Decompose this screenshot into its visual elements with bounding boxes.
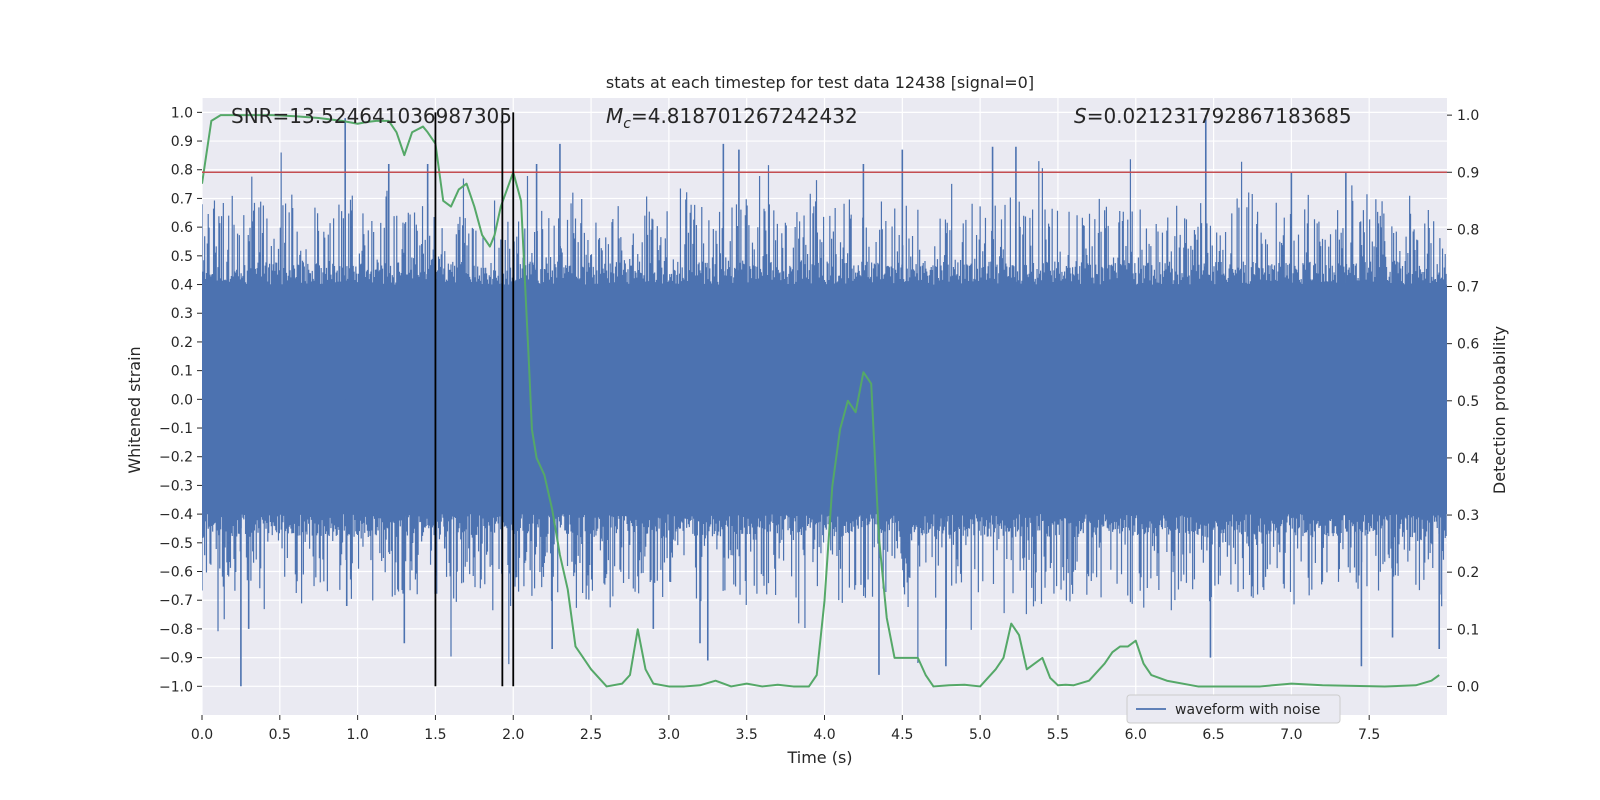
chirp-mass-symbol: M [606, 104, 623, 128]
y-left-tick-label: 0.6 [171, 220, 193, 236]
x-tick-label: 5.0 [969, 727, 991, 743]
y-right-tick-label: 0.9 [1457, 165, 1479, 181]
chart-title: stats at each timestep for test data 124… [606, 73, 1034, 92]
y-right-tick-label: 0.2 [1457, 565, 1479, 581]
x-tick-label: 7.5 [1358, 727, 1380, 743]
y-left-tick-label: 0.3 [171, 306, 193, 322]
legend: waveform with noise [1126, 694, 1341, 724]
vertical-markers [434, 112, 515, 687]
s-value: =0.021231792867183685 [1087, 104, 1352, 128]
y-left-tick-label: 1.0 [171, 105, 193, 121]
probability-series [202, 114, 1440, 688]
legend-box [1126, 694, 1341, 724]
y-left-tick-label: 0.9 [171, 134, 193, 150]
x-tick-label: 0.5 [269, 727, 291, 743]
x-tick-label: 4.5 [891, 727, 913, 743]
y-left-tick-label: 0.7 [171, 191, 193, 207]
y-left-tick-label: −0.8 [159, 622, 193, 638]
snr-statistic-annotation: S=0.021231792867183685 [1074, 104, 1352, 128]
x-tick-label: 6.5 [1202, 727, 1224, 743]
chirp-mass-subscript: c [623, 116, 631, 132]
x-tick-label: 1.0 [346, 727, 368, 743]
y-left-tick-label: −1.0 [159, 679, 193, 695]
x-tick-label: 2.0 [502, 727, 524, 743]
x-tick-label: 6.0 [1125, 727, 1147, 743]
y-axis-left-ticks: 1.0 0.9 0.8 0.7 0.6 0.5 0.4 0.3 0.2 0.1 0.0 −0.1 −0.… [159, 105, 202, 695]
waveform-series [202, 115, 1447, 687]
y-left-tick-label: 0.0 [171, 392, 193, 408]
y-right-tick-label: 0.3 [1457, 508, 1479, 524]
y-right-tick-label: 1.0 [1457, 108, 1479, 124]
x-tick-label: 3.0 [658, 727, 680, 743]
snr-annotation: SNR=13.524641036987305 [231, 104, 512, 128]
x-tick-label: 2.5 [580, 727, 602, 743]
x-tick-label: 0.0 [191, 727, 213, 743]
y-right-tick-label: 0.6 [1457, 337, 1479, 353]
x-tick-label: 1.5 [424, 727, 446, 743]
chirp-mass-annotation: Mc=4.818701267242432 [606, 104, 858, 132]
x-tick-label: 4.0 [813, 727, 835, 743]
s-symbol: S [1074, 104, 1087, 128]
y-right-tick-label: 0.8 [1457, 222, 1479, 238]
x-tick-label: 3.5 [736, 727, 758, 743]
y-left-tick-label: −0.6 [159, 565, 193, 581]
y-left-tick-label: −0.3 [159, 478, 193, 494]
y-left-tick-label: 0.1 [171, 364, 193, 380]
y-right-tick-label: 0.1 [1457, 622, 1479, 638]
y-left-tick-label: −0.7 [159, 593, 193, 609]
y-left-tick-label: 0.4 [171, 278, 193, 294]
y-left-tick-label: −0.5 [159, 536, 193, 552]
y-axis-left-label: Whitened strain [125, 346, 144, 473]
x-tick-label: 7.0 [1280, 727, 1302, 743]
y-left-tick-label: −0.9 [159, 651, 193, 667]
y-left-tick-label: −0.1 [159, 421, 193, 437]
probability-line [202, 114, 1440, 688]
y-left-tick-label: 0.8 [171, 163, 193, 179]
y-left-tick-label: 0.5 [171, 249, 193, 265]
y-left-tick-label: −0.4 [159, 507, 193, 523]
y-axis-right-label: Detection probability [1490, 326, 1509, 494]
y-right-tick-label: 0.4 [1457, 451, 1479, 467]
waveform-line [202, 152, 1447, 665]
y-right-tick-label: 0.7 [1457, 280, 1479, 296]
y-left-tick-label: 0.2 [171, 335, 193, 351]
y-right-tick-label: 0.5 [1457, 394, 1479, 410]
x-axis-ticks: 0.0 0.5 1.0 1.5 2.0 2.5 3.0 3.5 4.0 4.5 5.0 5.5 6.0 6… [191, 715, 1380, 743]
chirp-mass-value: =4.818701267242432 [631, 104, 858, 128]
y-right-tick-label: 0.0 [1457, 679, 1479, 695]
y-left-tick-label: −0.2 [159, 450, 193, 466]
x-tick-label: 5.5 [1047, 727, 1069, 743]
y-axis-right-ticks: 1.0 0.9 0.8 0.7 0.6 0.5 0.4 0.3 0.2 0.1 0.0 [1447, 108, 1479, 695]
x-axis-label: Time (s) [786, 748, 852, 767]
legend-label: waveform with noise [1175, 702, 1320, 718]
